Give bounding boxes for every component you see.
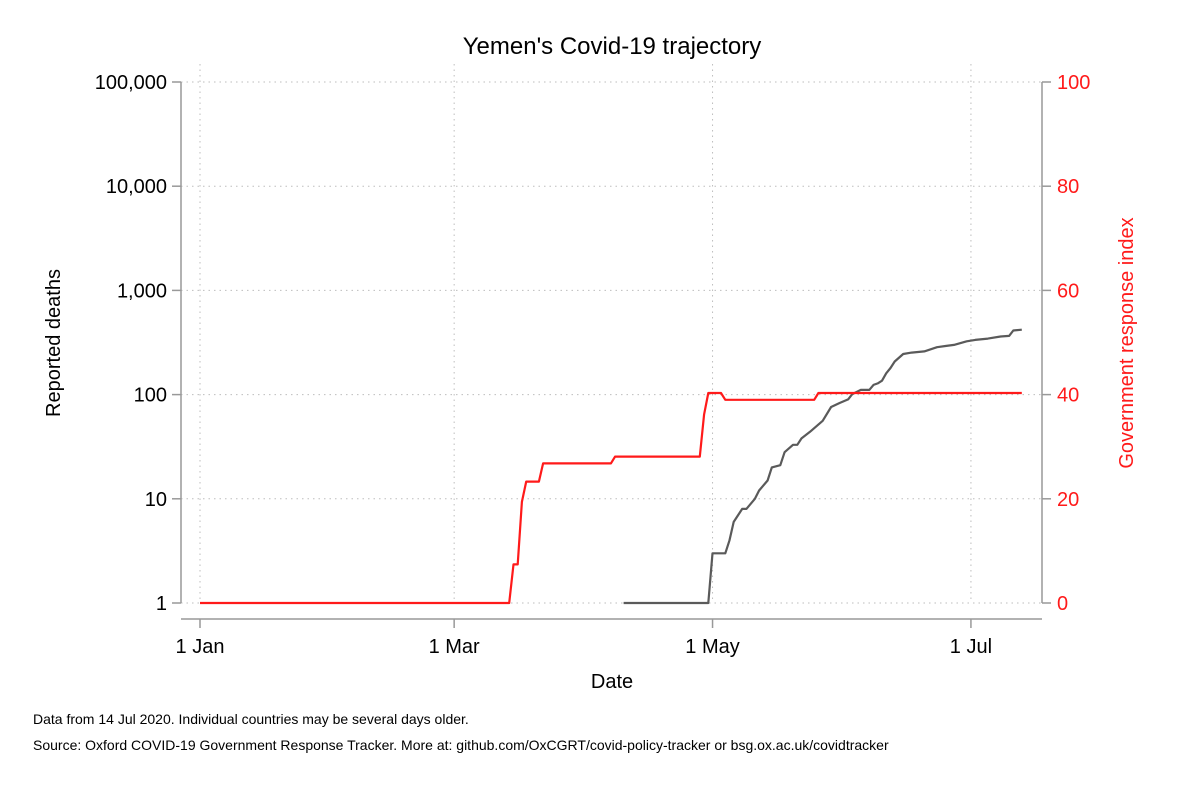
y2-tick-label: 20	[1057, 489, 1079, 511]
y2-tick-label: 100	[1057, 72, 1090, 94]
axes	[180, 82, 1043, 620]
y2-tick-label: 60	[1057, 280, 1079, 302]
y-tick-label: 100,000	[95, 72, 167, 94]
y-tick-label: 1,000	[117, 280, 167, 302]
chart-title: Yemen's Covid-19 trajectory	[463, 33, 762, 60]
y-tick-label: 10	[145, 489, 167, 511]
x-tick-label: 1 Mar	[429, 636, 480, 658]
x-axis-title: Date	[591, 671, 633, 693]
series-line-government-response	[200, 391, 1022, 605]
series-layer	[200, 328, 1022, 605]
footnote-source: Source: Oxford COVID-19 Government Respo…	[33, 737, 889, 753]
y-axis-title: Reported deaths	[43, 269, 65, 417]
footnote-data-date: Data from 14 Jul 2020. Individual countr…	[33, 711, 469, 727]
x-tick-label: 1 Jan	[176, 636, 225, 658]
y-tick-label: 1	[156, 593, 167, 615]
x-tick-label: 1 May	[685, 636, 739, 658]
y-axis-ticks: 1 10 100 1,000 10,000 100,000	[95, 72, 181, 615]
y2-axis-ticks: 0 20 40 60 80 100	[1042, 72, 1090, 615]
y2-axis-title: Government response index	[1116, 217, 1138, 468]
x-axis-ticks: 1 Jan 1 Mar 1 May 1 Jul	[176, 619, 992, 658]
y-tick-label: 10,000	[106, 176, 167, 198]
y2-tick-label: 0	[1057, 593, 1068, 615]
y2-tick-label: 40	[1057, 385, 1079, 407]
grid	[181, 64, 1042, 604]
series-line-reported-deaths	[623, 328, 1022, 605]
y-tick-label: 100	[134, 385, 167, 407]
y2-tick-label: 80	[1057, 176, 1079, 198]
x-tick-label: 1 Jul	[950, 636, 992, 658]
